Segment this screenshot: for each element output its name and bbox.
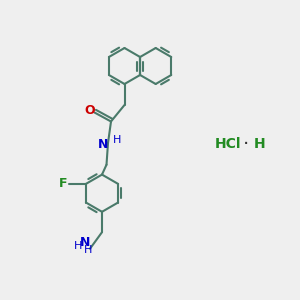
Text: H: H <box>74 241 82 251</box>
Text: N: N <box>80 236 90 249</box>
Text: F: F <box>59 177 68 190</box>
Text: O: O <box>85 104 95 118</box>
Text: N: N <box>98 138 108 151</box>
Text: H: H <box>84 245 93 255</box>
Text: ·: · <box>243 134 249 154</box>
Text: H: H <box>254 137 265 151</box>
Text: H: H <box>113 135 121 145</box>
Text: HCl: HCl <box>215 137 241 151</box>
